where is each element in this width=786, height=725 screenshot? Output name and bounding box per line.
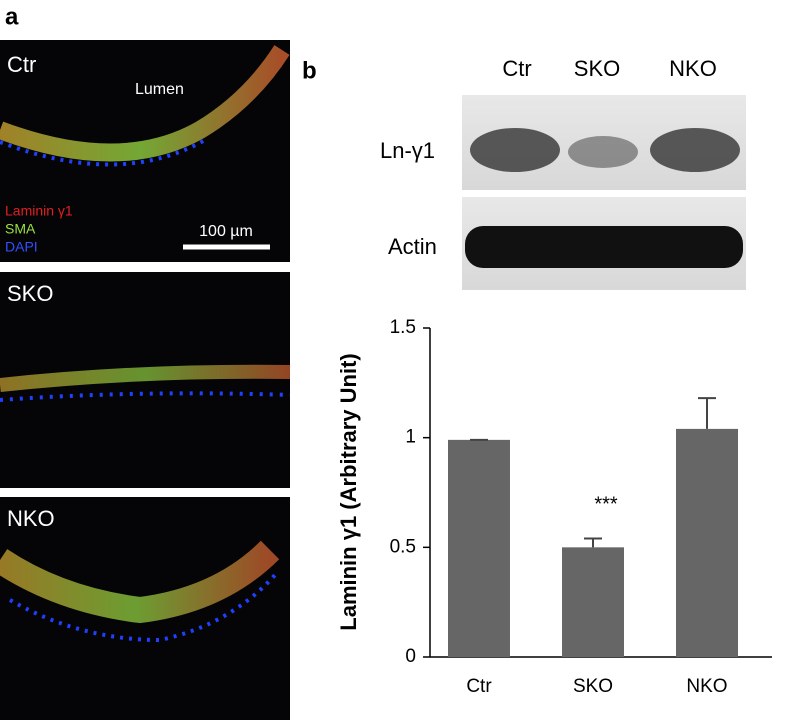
scale-bar-label: 100 µm [199, 223, 253, 240]
x-tick-label: Ctr [466, 676, 492, 697]
bar [448, 439, 510, 657]
lane-label: Ctr [502, 56, 531, 81]
y-tick-label: 1.5 [390, 317, 416, 338]
error-bar [698, 397, 716, 429]
image-label: Ctr [7, 52, 36, 77]
y-tick-label: 0.5 [390, 536, 416, 557]
significance: *** [594, 493, 618, 515]
lane-label: NKO [669, 56, 717, 81]
y-axis-label: Laminin γ1 (Arbitrary Unit) [336, 353, 361, 630]
bar [562, 547, 624, 657]
blot [462, 95, 746, 290]
y-tick-label: 0 [405, 646, 416, 667]
panel-label: b [302, 57, 317, 84]
bar [676, 428, 738, 657]
row-label: Ln-γ1 [380, 138, 435, 163]
legend-label: Laminin γ1 [5, 203, 73, 219]
error-bar [584, 537, 602, 548]
image-label: SKO [7, 281, 53, 306]
lane-label: SKO [574, 56, 620, 81]
row-label: Actin [388, 234, 437, 259]
image-label: NKO [7, 506, 55, 531]
x-tick-label: SKO [573, 676, 613, 697]
lumen-label: Lumen [135, 81, 184, 98]
y-tick-label: 1 [405, 427, 416, 448]
legend-label: SMA [5, 221, 36, 237]
panel-label: a [5, 3, 19, 30]
x-tick-label: NKO [686, 676, 727, 697]
micrograph [0, 40, 291, 720]
legend-label: DAPI [5, 239, 38, 255]
